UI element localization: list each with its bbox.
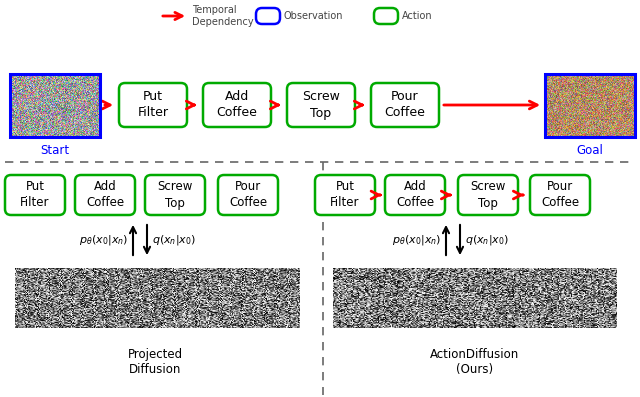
Text: Pour
Coffee: Pour Coffee <box>541 181 579 210</box>
FancyBboxPatch shape <box>119 83 187 127</box>
FancyBboxPatch shape <box>315 175 375 215</box>
FancyBboxPatch shape <box>458 175 518 215</box>
Text: Temporal
Dependency: Temporal Dependency <box>192 5 253 27</box>
Text: ActionDiffusion
(Ours): ActionDiffusion (Ours) <box>430 348 520 376</box>
Text: Action: Action <box>402 11 433 21</box>
Text: Screw
Top: Screw Top <box>302 91 340 119</box>
Bar <box>10 74 100 137</box>
Text: Start: Start <box>40 144 70 157</box>
Text: Put
Filter: Put Filter <box>330 181 360 210</box>
FancyBboxPatch shape <box>256 8 280 24</box>
Text: Add
Coffee: Add Coffee <box>216 91 257 119</box>
FancyBboxPatch shape <box>145 175 205 215</box>
FancyBboxPatch shape <box>385 175 445 215</box>
Text: Add
Coffee: Add Coffee <box>396 181 434 210</box>
FancyBboxPatch shape <box>374 8 398 24</box>
Text: Put
Filter: Put Filter <box>138 91 168 119</box>
Text: Put
Filter: Put Filter <box>20 181 50 210</box>
FancyBboxPatch shape <box>5 175 65 215</box>
Bar <box>545 74 635 137</box>
Text: Goal: Goal <box>577 144 604 157</box>
Text: Pour
Coffee: Pour Coffee <box>229 181 267 210</box>
FancyBboxPatch shape <box>218 175 278 215</box>
Text: Add
Coffee: Add Coffee <box>86 181 124 210</box>
Text: $q(x_n|x_0)$: $q(x_n|x_0)$ <box>152 233 196 247</box>
FancyBboxPatch shape <box>287 83 355 127</box>
Text: $p_\theta(x_0|x_n)$: $p_\theta(x_0|x_n)$ <box>79 233 128 247</box>
FancyBboxPatch shape <box>530 175 590 215</box>
Text: Screw
Top: Screw Top <box>157 181 193 210</box>
Text: Screw
Top: Screw Top <box>470 181 506 210</box>
FancyBboxPatch shape <box>75 175 135 215</box>
Text: Pour
Coffee: Pour Coffee <box>385 91 426 119</box>
Text: Projected
Diffusion: Projected Diffusion <box>127 348 182 376</box>
Text: $q(x_n|x_0)$: $q(x_n|x_0)$ <box>465 233 509 247</box>
FancyBboxPatch shape <box>203 83 271 127</box>
Text: $p_\theta(x_0|x_n)$: $p_\theta(x_0|x_n)$ <box>392 233 441 247</box>
Text: Observation: Observation <box>284 11 344 21</box>
FancyBboxPatch shape <box>371 83 439 127</box>
